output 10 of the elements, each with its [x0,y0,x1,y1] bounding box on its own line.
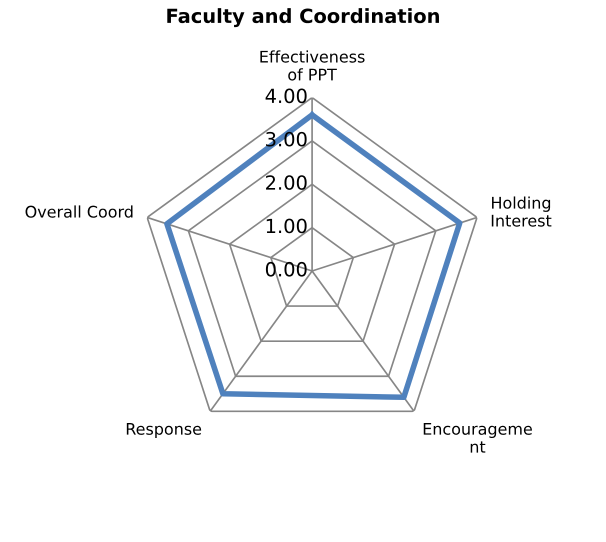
spoke-label: Encourageme nt [424,423,532,453]
spoke-label: Overall Coord [26,205,132,218]
y-tick-label: 0.00 [266,262,307,277]
spoke-label: Effectiveness of PPT [260,50,365,81]
spoke-label: Response [126,423,202,438]
y-tick-label: 4.00 [266,88,307,104]
y-tick-label: 2.00 [266,175,307,190]
spoke-label: Holding Interest [492,196,552,227]
chart-title: Faculty and Coordination [167,8,439,28]
y-tick-label: 1.00 [266,218,307,234]
